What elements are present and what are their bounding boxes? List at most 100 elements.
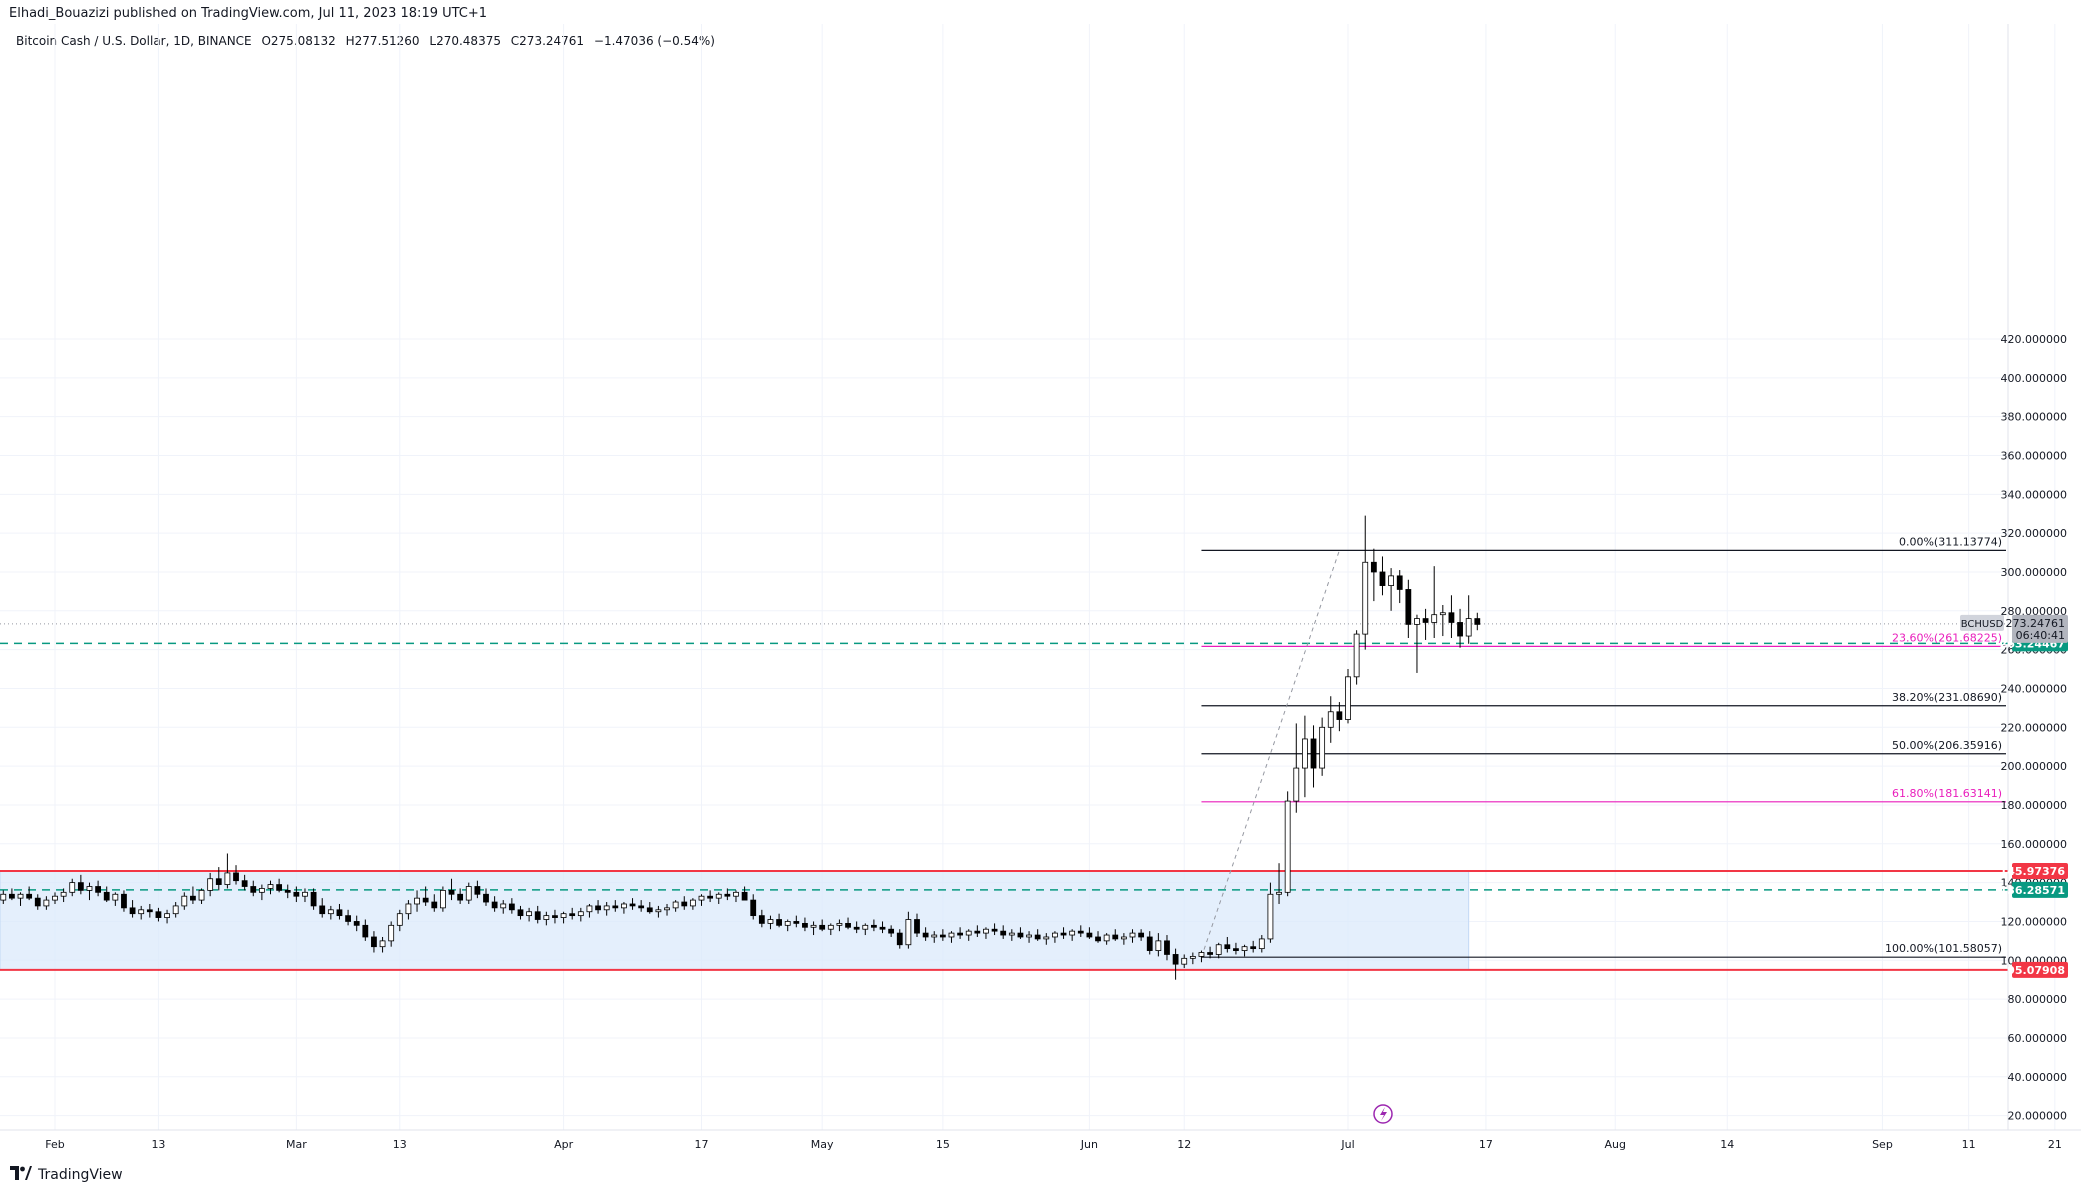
- candle-body[interactable]: [1103, 934, 1110, 942]
- candle-body[interactable]: [698, 895, 705, 901]
- candle-body[interactable]: [1052, 932, 1058, 938]
- candle-body[interactable]: [371, 936, 377, 948]
- candle-body[interactable]: [983, 928, 989, 934]
- candle-body[interactable]: [405, 903, 412, 915]
- candle-body[interactable]: [810, 924, 817, 928]
- candle-body[interactable]: [1414, 618, 1420, 625]
- candle-body[interactable]: [1293, 767, 1300, 802]
- candle-body[interactable]: [1198, 952, 1205, 957]
- candle-body[interactable]: [750, 899, 757, 917]
- candle-body[interactable]: [439, 889, 446, 909]
- candle-body[interactable]: [310, 891, 317, 907]
- candle-body[interactable]: [1017, 932, 1024, 938]
- candle-body[interactable]: [543, 915, 550, 920]
- candle-body[interactable]: [327, 909, 334, 915]
- candle-body[interactable]: [1362, 561, 1369, 635]
- candle-body[interactable]: [241, 880, 248, 887]
- candle-body[interactable]: [457, 893, 464, 901]
- candle-body[interactable]: [1327, 711, 1334, 728]
- candle-body[interactable]: [845, 922, 851, 928]
- candle-body[interactable]: [69, 882, 76, 893]
- candle-body[interactable]: [224, 872, 231, 885]
- candle-body[interactable]: [500, 903, 507, 909]
- candle-body[interactable]: [1008, 932, 1015, 936]
- candle-body[interactable]: [1181, 957, 1188, 965]
- symbol-name[interactable]: Bitcoin Cash / U.S. Dollar, 1D, BINANCE: [16, 34, 252, 48]
- candle-body[interactable]: [103, 891, 110, 901]
- candle-body[interactable]: [1310, 738, 1317, 769]
- candle-body[interactable]: [1457, 622, 1463, 637]
- candle-body[interactable]: [250, 886, 257, 893]
- candle-body[interactable]: [948, 932, 955, 938]
- candle-body[interactable]: [1207, 952, 1213, 955]
- candle-body[interactable]: [164, 913, 170, 918]
- candle-body[interactable]: [1069, 930, 1076, 936]
- candle-body[interactable]: [1215, 944, 1222, 955]
- candle-body[interactable]: [1439, 612, 1446, 616]
- candle-body[interactable]: [95, 886, 101, 893]
- candle-body[interactable]: [26, 893, 33, 899]
- candle-body[interactable]: [819, 924, 826, 930]
- candle-body[interactable]: [1422, 618, 1429, 623]
- candle-body[interactable]: [198, 889, 205, 901]
- lightning-icon[interactable]: [1373, 1104, 1393, 1124]
- candle-body[interactable]: [862, 924, 869, 930]
- candle-body[interactable]: [1155, 940, 1162, 951]
- candle-body[interactable]: [1120, 936, 1127, 940]
- candle-body[interactable]: [1267, 893, 1274, 940]
- candle-body[interactable]: [517, 909, 524, 917]
- candle-body[interactable]: [146, 909, 153, 913]
- candle-body[interactable]: [922, 932, 929, 938]
- candle-body[interactable]: [939, 934, 946, 938]
- candle-body[interactable]: [595, 905, 601, 911]
- candle-body[interactable]: [776, 919, 782, 926]
- candle-body[interactable]: [491, 901, 498, 909]
- candle-body[interactable]: [879, 926, 886, 930]
- candle-body[interactable]: [965, 930, 972, 936]
- candle-body[interactable]: [293, 891, 300, 897]
- candle-body[interactable]: [612, 905, 619, 909]
- candle-body[interactable]: [129, 907, 136, 915]
- candle-body[interactable]: [155, 911, 162, 918]
- candle-body[interactable]: [1095, 936, 1101, 942]
- candle-body[interactable]: [603, 905, 610, 911]
- candle-body[interactable]: [379, 940, 386, 948]
- candle-body[interactable]: [172, 905, 179, 915]
- candle-body[interactable]: [991, 928, 998, 932]
- candle-body[interactable]: [957, 932, 963, 936]
- candle-body[interactable]: [284, 889, 291, 893]
- candle-body[interactable]: [34, 897, 41, 907]
- candle-body[interactable]: [560, 913, 567, 918]
- candle-body[interactable]: [664, 907, 670, 911]
- candle-body[interactable]: [672, 901, 679, 909]
- candle-body[interactable]: [802, 922, 808, 928]
- candle-body[interactable]: [758, 915, 765, 924]
- candle-body[interactable]: [396, 913, 403, 926]
- candle-body[interactable]: [569, 913, 576, 917]
- candle-body[interactable]: [827, 924, 834, 930]
- candle-body[interactable]: [707, 895, 714, 899]
- candle-body[interactable]: [431, 901, 438, 909]
- candle-body[interactable]: [741, 891, 748, 901]
- candle-body[interactable]: [689, 899, 696, 907]
- candle-body[interactable]: [181, 895, 188, 907]
- candle-body[interactable]: [190, 895, 196, 901]
- candle-body[interactable]: [353, 921, 360, 926]
- candle-body[interactable]: [336, 909, 343, 917]
- candle-body[interactable]: [1164, 940, 1170, 955]
- candle-body[interactable]: [422, 897, 429, 903]
- candle-body[interactable]: [1129, 932, 1136, 938]
- candle-body[interactable]: [526, 911, 532, 917]
- candle-body[interactable]: [1034, 934, 1041, 940]
- candle-body[interactable]: [1370, 561, 1377, 573]
- candle-body[interactable]: [474, 886, 481, 895]
- candle-body[interactable]: [233, 872, 239, 882]
- candle-body[interactable]: [1077, 930, 1084, 934]
- candle-body[interactable]: [508, 903, 515, 911]
- candle-body[interactable]: [1172, 954, 1179, 965]
- candle-body[interactable]: [1276, 891, 1282, 895]
- candle-body[interactable]: [388, 924, 395, 942]
- candle-body[interactable]: [52, 895, 58, 901]
- candle-body[interactable]: [1146, 936, 1153, 951]
